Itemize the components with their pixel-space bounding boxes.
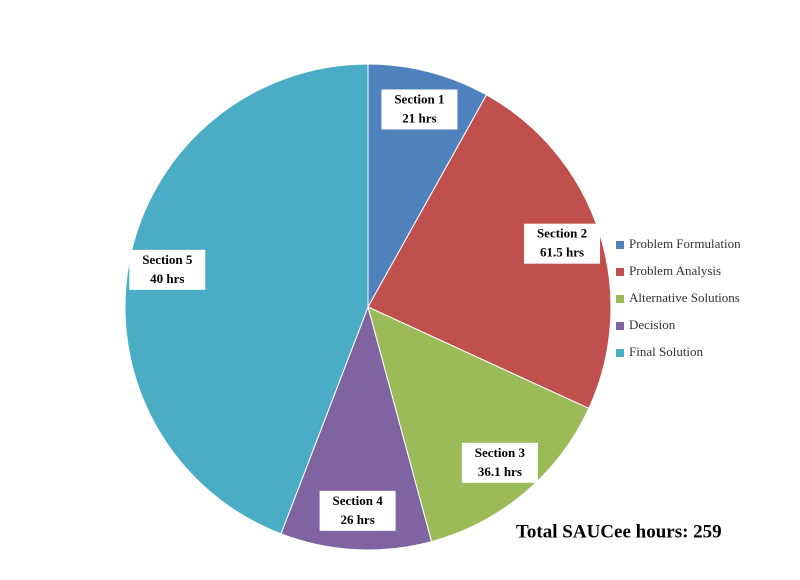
legend-label: Problem Analysis bbox=[629, 263, 721, 278]
legend-label: Problem Formulation bbox=[629, 236, 741, 251]
slice-hours: 26 hrs bbox=[340, 512, 374, 527]
slice-label: Section 3 bbox=[475, 445, 526, 460]
label-box bbox=[381, 89, 458, 130]
label-box bbox=[461, 442, 538, 483]
legend-label: Final Solution bbox=[629, 344, 704, 359]
label-box bbox=[319, 490, 396, 531]
legend-swatch bbox=[616, 349, 624, 357]
slice-label: Section 2 bbox=[537, 226, 587, 241]
label-box bbox=[129, 249, 206, 290]
slice-hours: 21 hrs bbox=[402, 110, 436, 125]
slice-label: Section 5 bbox=[142, 252, 193, 267]
legend-label: Decision bbox=[629, 317, 676, 332]
total-label: Total SAUCee hours: 259 bbox=[516, 521, 722, 542]
legend-swatch bbox=[616, 295, 624, 303]
pie-slice bbox=[280, 305, 433, 551]
legend-swatch bbox=[616, 322, 624, 330]
slice-hours: 40 hrs bbox=[150, 271, 184, 286]
pie-slice bbox=[367, 306, 590, 543]
legend-swatch bbox=[616, 241, 624, 249]
slice-hours: 61.5 hrs bbox=[540, 245, 584, 260]
pie-slice bbox=[124, 63, 369, 535]
legend-label: Alternative Solutions bbox=[629, 290, 740, 305]
slice-label: Section 1 bbox=[394, 91, 444, 106]
label-box bbox=[524, 223, 601, 264]
slice-hours: 36.1 hrs bbox=[478, 464, 522, 479]
slice-label: Section 4 bbox=[333, 493, 384, 508]
legend-swatch bbox=[616, 268, 624, 276]
